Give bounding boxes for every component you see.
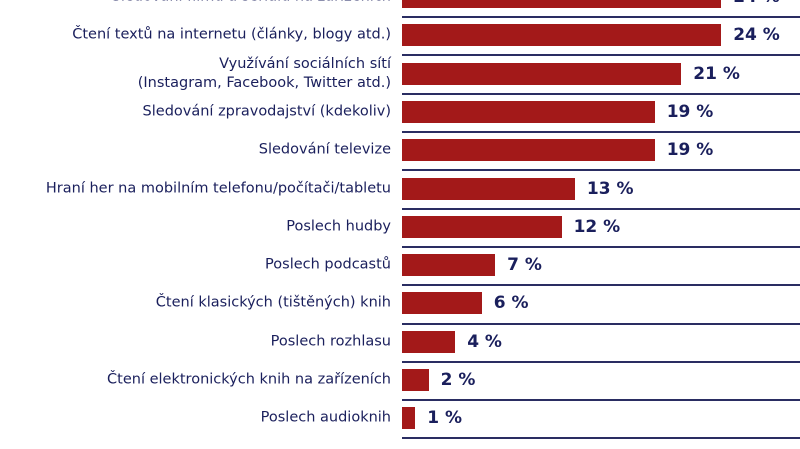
x-axis-line (402, 437, 800, 440)
chart-row: Poslech hudby 12 % (0, 208, 800, 246)
bar (402, 139, 655, 162)
row-separator (402, 245, 800, 248)
bar (402, 0, 722, 8)
chart-row: Hraní her na mobilním telefonu/počítači/… (0, 170, 800, 208)
data-label: 24 % (733, 25, 780, 46)
row-separator (402, 131, 800, 134)
data-label: 1 % (427, 408, 463, 429)
chart-row: Využívání sociálních sítí (Instagram, Fac… (0, 55, 800, 93)
row-separator (402, 322, 800, 325)
data-label: 12 % (573, 216, 621, 237)
bar (402, 254, 496, 277)
chart-row: Poslech podcastů 7 % (0, 246, 800, 284)
row-separator (402, 207, 800, 210)
chart-row: Sledování televize 19 % (0, 131, 800, 169)
row-separator (402, 399, 800, 402)
data-label: 13 % (586, 178, 634, 199)
category-label: Poslech rozhlasu (270, 333, 391, 350)
bar (402, 369, 429, 391)
bar (402, 100, 655, 123)
category-label: Poslech podcastů (265, 256, 391, 273)
category-label: Čtení klasických (tištěných) knih (155, 294, 391, 311)
chart-row: Poslech rozhlasu 4 % (0, 323, 800, 361)
bar (402, 330, 456, 353)
row-separator (402, 360, 800, 363)
bar (402, 24, 722, 47)
category-label: Sledování filmů a seriálů na zařízeních (112, 0, 391, 7)
row-separator (402, 169, 800, 172)
chart-row: Sledování zpravodajství (kdekoliv) 19 % (0, 93, 800, 131)
category-label: Poslech hudby (286, 218, 391, 235)
row-separator (402, 284, 800, 287)
bar (402, 292, 482, 315)
category-label: Poslech audioknih (260, 409, 391, 426)
category-label: Využívání sociálních sítí (Instagram, Fac… (137, 55, 391, 91)
row-separator (402, 16, 800, 19)
chart-row: Poslech audioknih 1 % (0, 399, 800, 437)
chart-row: Čtení elektronických knih na zařízeních 2… (0, 361, 800, 399)
category-label: Čtení textů na internetu (články, blogy … (72, 26, 391, 43)
bar (402, 407, 416, 430)
data-label: 4 % (467, 331, 502, 352)
category-label: Čtení elektronických knih na zařízeních (107, 371, 391, 388)
data-label: 7 % (507, 255, 542, 276)
chart-row: Sledování filmů a seriálů na zařízeních 2… (0, 0, 800, 16)
chart-row: Čtení textů na internetu (články, blogy … (0, 16, 800, 54)
data-label: 24 % (733, 0, 780, 7)
row-separator (402, 92, 800, 95)
data-label: 2 % (440, 370, 476, 390)
data-label: 21 % (693, 63, 740, 84)
category-label: Sledování zpravodajství (kdekoliv) (142, 103, 391, 120)
data-label: 19 % (666, 140, 714, 161)
data-label: 19 % (666, 101, 714, 122)
data-label: 6 % (493, 293, 529, 314)
bar (402, 215, 562, 238)
bar (402, 62, 682, 85)
bar (402, 177, 575, 200)
category-label: Hraní her na mobilním telefonu/počítači/… (45, 180, 391, 196)
row-separator (402, 54, 800, 57)
chart-row: Čtení klasických (tištěných) knih 6 % (0, 284, 800, 322)
category-label: Sledování televize (258, 141, 391, 158)
